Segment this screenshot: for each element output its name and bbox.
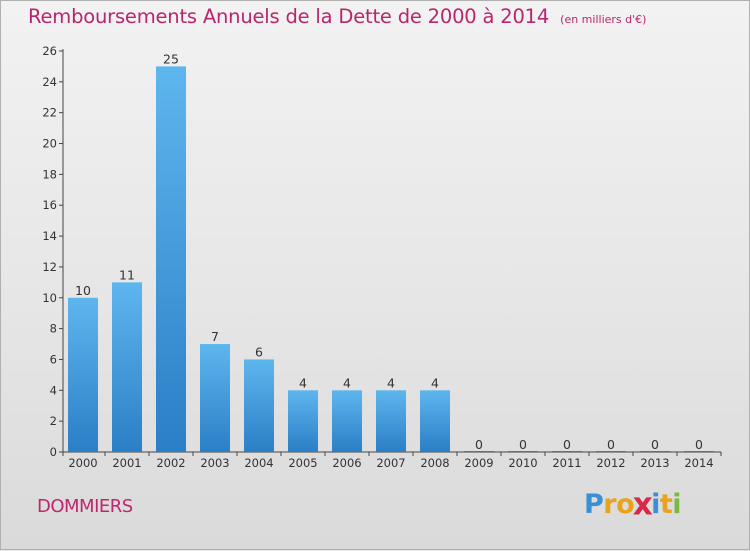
y-tick-label: 6	[50, 352, 57, 366]
data-label: 11	[119, 267, 135, 282]
data-label: 4	[343, 375, 351, 390]
bar	[376, 390, 406, 452]
data-label: 0	[607, 437, 615, 452]
data-label: 0	[475, 437, 483, 452]
logo-letter: t	[659, 489, 673, 520]
data-label: 0	[519, 437, 527, 452]
y-tick-label: 22	[42, 106, 57, 120]
logo-letter: o	[616, 489, 635, 520]
bar	[244, 359, 274, 452]
y-tick-label: 20	[42, 137, 57, 151]
data-label: 0	[651, 437, 659, 452]
data-label: 7	[211, 329, 219, 344]
logo-letter: x	[632, 486, 653, 523]
y-tick-label: 18	[42, 167, 57, 181]
y-tick-label: 10	[42, 291, 57, 305]
bar	[596, 451, 626, 452]
x-tick-label: 2006	[332, 456, 361, 470]
y-tick-label: 0	[50, 445, 57, 459]
bar	[420, 390, 450, 452]
bar	[508, 451, 538, 452]
y-tick-label: 8	[50, 322, 57, 336]
x-tick-label: 2010	[508, 456, 537, 470]
y-tick-label: 2	[50, 414, 57, 428]
bar	[200, 344, 230, 452]
y-tick-label: 24	[42, 75, 57, 89]
bar	[684, 451, 714, 452]
chart-title-row: Remboursements Annuels de la Dette de 20…	[28, 5, 646, 28]
x-tick-label: 2005	[288, 456, 317, 470]
bar	[552, 451, 582, 452]
bar	[156, 66, 186, 452]
data-label: 6	[255, 344, 263, 359]
bar	[332, 390, 362, 452]
commune-name: DOMMIERS	[37, 496, 133, 517]
logo-letter: i	[672, 489, 682, 520]
y-tick-label: 4	[50, 383, 57, 397]
x-tick-label: 2002	[156, 456, 185, 470]
data-label: 4	[387, 375, 395, 390]
y-tick-label: 14	[42, 229, 57, 243]
y-tick-label: 16	[42, 198, 57, 212]
x-tick-label: 2008	[420, 456, 449, 470]
logo-letter: i	[651, 489, 660, 520]
x-tick-label: 2007	[376, 456, 405, 470]
bar	[288, 390, 318, 452]
x-tick-label: 2003	[200, 456, 229, 470]
bar	[68, 297, 98, 452]
unit-note: (en milliers d'€)	[560, 13, 647, 26]
chart-title: Remboursements Annuels de la Dette de 20…	[28, 5, 550, 28]
data-label: 4	[431, 375, 439, 390]
x-tick-label: 2011	[552, 456, 581, 470]
data-label: 0	[563, 437, 571, 452]
bar	[464, 451, 494, 452]
x-tick-label: 2004	[244, 456, 273, 470]
logo-letter: r	[603, 489, 617, 520]
x-tick-label: 2000	[68, 456, 97, 470]
data-label: 0	[695, 437, 703, 452]
proxiti-logo[interactable]: Proxiti	[584, 486, 682, 523]
bar	[640, 451, 670, 452]
y-tick-label: 12	[42, 260, 57, 274]
logo-letter: P	[584, 489, 604, 520]
x-tick-label: 2001	[112, 456, 141, 470]
y-tick-label: 26	[42, 44, 57, 58]
data-label: 4	[299, 375, 307, 390]
data-label: 10	[75, 283, 91, 298]
x-tick-label: 2012	[596, 456, 625, 470]
bar	[112, 282, 142, 452]
x-tick-label: 2009	[464, 456, 493, 470]
data-label: 25	[163, 51, 179, 66]
x-tick-label: 2014	[684, 456, 713, 470]
x-tick-label: 2013	[640, 456, 669, 470]
